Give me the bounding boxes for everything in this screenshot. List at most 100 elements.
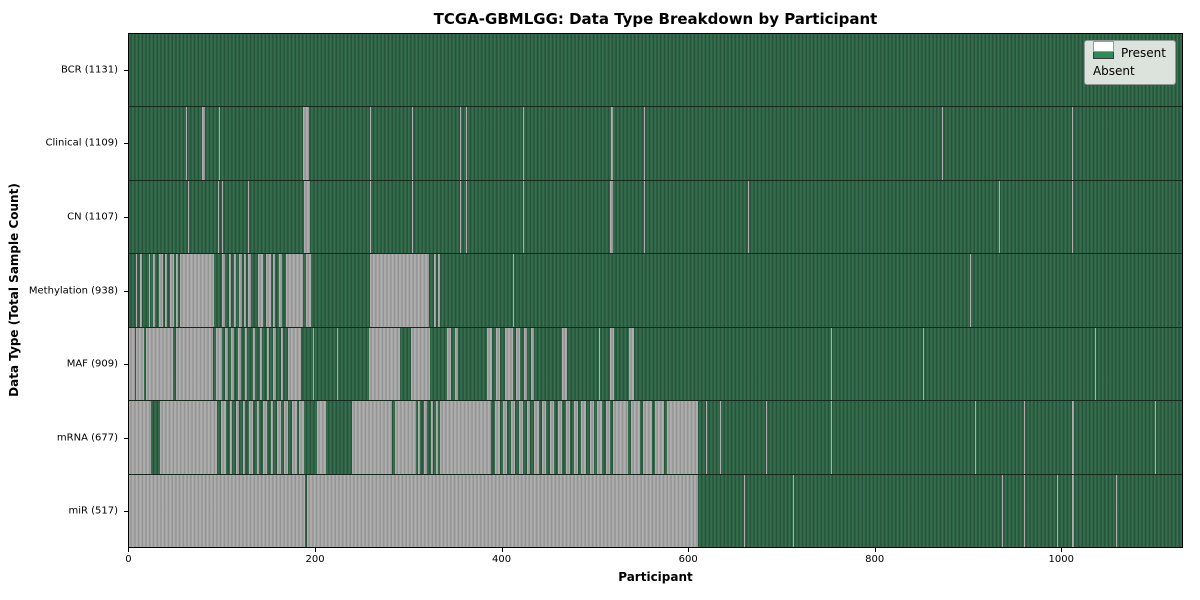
absent-segment [610, 327, 615, 401]
absent-segment [158, 254, 163, 327]
absent-segment [430, 401, 434, 474]
absent-segment [748, 180, 750, 254]
absent-segment [129, 401, 152, 474]
y-tick-mark [124, 69, 128, 71]
absent-segment [221, 401, 226, 474]
absent-segment [610, 180, 614, 254]
absent-segment [229, 107, 231, 180]
absent-segment [531, 327, 534, 401]
absent-segment [434, 254, 437, 327]
absent-segment [237, 327, 241, 401]
absent-segment [454, 327, 458, 401]
absent-segment [1023, 401, 1025, 474]
x-tick-mark [315, 548, 317, 552]
absent-segment [628, 327, 634, 401]
absent-segment [222, 254, 225, 327]
absent-segment [706, 401, 708, 474]
absent-segment [565, 401, 571, 474]
chart-title: TCGA-GBMLGG: Data Type Breakdown by Part… [433, 10, 878, 28]
absent-segment [642, 401, 653, 474]
absent-segment [187, 180, 189, 254]
absent-segment [284, 401, 289, 474]
absent-segment [148, 254, 151, 327]
absent-segment [265, 254, 271, 327]
absent-segment [136, 327, 144, 401]
absent-segment [831, 401, 832, 474]
absent-segment [231, 327, 235, 401]
absent-segment [975, 401, 977, 474]
absent-segment [304, 180, 310, 254]
absent-segment [306, 474, 698, 547]
y-tick-mark [124, 290, 128, 292]
absent-segment [720, 401, 722, 474]
absent-segment [1002, 474, 1004, 547]
absent-segment [215, 327, 223, 401]
absent-segment [370, 254, 429, 327]
absent-segment [1072, 107, 1074, 180]
absent-segment [273, 254, 276, 327]
absent-segment [201, 107, 206, 180]
absent-segment [611, 107, 614, 180]
y-tick-label-MAF: MAF (909) [66, 358, 118, 370]
absent-segment [643, 180, 645, 254]
row-miR [129, 473, 1182, 547]
absent-segment [630, 401, 641, 474]
absent-segment [159, 401, 218, 474]
absent-segment [613, 401, 629, 474]
absent-segment [792, 474, 794, 547]
absent-segment [234, 254, 237, 327]
y-tick-mark [124, 511, 128, 513]
x-tick-label: 400 [492, 554, 512, 565]
absent-segment [597, 401, 602, 474]
y-tick-label-Clinical: Clinical (1109) [45, 137, 119, 149]
absent-segment [667, 401, 698, 474]
y-tick-label-Methylation: Methylation (938) [28, 285, 118, 296]
absent-segment [273, 327, 277, 401]
absent-segment [248, 180, 250, 254]
absent-segment [510, 401, 516, 474]
absent-segment [941, 107, 943, 180]
absent-segment [299, 401, 305, 474]
absent-segment [280, 327, 283, 401]
y-tick-label-BCR: BCR (1131) [60, 64, 118, 76]
absent-swatch-icon [1092, 41, 1114, 52]
absent-segment [512, 254, 514, 327]
absent-segment [765, 401, 767, 474]
absent-segment [175, 254, 179, 327]
absent-segment [503, 401, 507, 474]
x-tick-mark [501, 548, 503, 552]
absent-segment [599, 327, 601, 401]
absent-segment [229, 401, 233, 474]
absent-segment [516, 327, 521, 401]
absent-segment [436, 401, 439, 474]
absent-segment [256, 401, 260, 474]
absent-segment [180, 254, 214, 327]
absent-segment [370, 180, 372, 254]
absent-segment [219, 107, 221, 180]
absent-segment [1072, 401, 1074, 474]
absent-segment [229, 180, 231, 254]
absent-segment [236, 401, 239, 474]
absent-segment [140, 254, 143, 327]
absent-segment [252, 327, 255, 401]
absent-segment [1072, 180, 1074, 254]
x-tick-mark [874, 548, 876, 552]
absent-segment [369, 327, 400, 401]
absent-segment [460, 180, 462, 254]
x-axis-label: Participant [618, 570, 693, 584]
absent-segment [466, 180, 467, 254]
absent-segment [222, 180, 224, 254]
absent-segment [286, 254, 304, 327]
absent-segment [487, 327, 493, 401]
absent-segment [605, 401, 611, 474]
absent-segment [278, 254, 282, 327]
absent-segment [228, 254, 232, 327]
absent-segment [424, 401, 427, 474]
absent-segment [303, 107, 309, 180]
absent-segment [248, 254, 251, 327]
absent-segment [175, 327, 213, 401]
x-tick-label: 800 [865, 554, 885, 565]
absent-segment [270, 401, 274, 474]
absent-segment [534, 401, 539, 474]
